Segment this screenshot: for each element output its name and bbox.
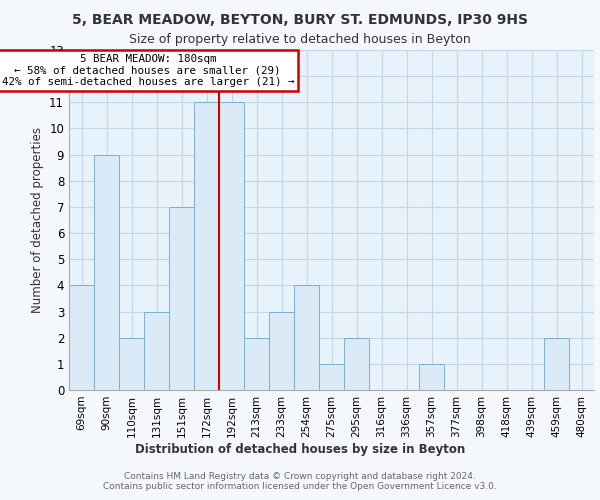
Bar: [344, 338, 369, 390]
Text: 5 BEAR MEADOW: 180sqm
← 58% of detached houses are smaller (29)
42% of semi-deta: 5 BEAR MEADOW: 180sqm ← 58% of detached …: [1, 54, 294, 87]
Bar: [119, 338, 144, 390]
Bar: [319, 364, 344, 390]
Bar: [194, 102, 219, 390]
Text: 5, BEAR MEADOW, BEYTON, BURY ST. EDMUNDS, IP30 9HS: 5, BEAR MEADOW, BEYTON, BURY ST. EDMUNDS…: [72, 12, 528, 26]
Y-axis label: Number of detached properties: Number of detached properties: [31, 127, 44, 313]
Text: Distribution of detached houses by size in Beyton: Distribution of detached houses by size …: [135, 442, 465, 456]
Bar: [269, 312, 294, 390]
Text: Size of property relative to detached houses in Beyton: Size of property relative to detached ho…: [129, 32, 471, 46]
Bar: [144, 312, 169, 390]
Bar: [219, 102, 244, 390]
Bar: [169, 207, 194, 390]
Bar: [94, 154, 119, 390]
Bar: [244, 338, 269, 390]
Bar: [69, 286, 94, 390]
Text: Contains HM Land Registry data © Crown copyright and database right 2024.: Contains HM Land Registry data © Crown c…: [124, 472, 476, 481]
Text: Contains public sector information licensed under the Open Government Licence v3: Contains public sector information licen…: [103, 482, 497, 491]
Bar: [294, 286, 319, 390]
Bar: [419, 364, 444, 390]
Bar: [544, 338, 569, 390]
